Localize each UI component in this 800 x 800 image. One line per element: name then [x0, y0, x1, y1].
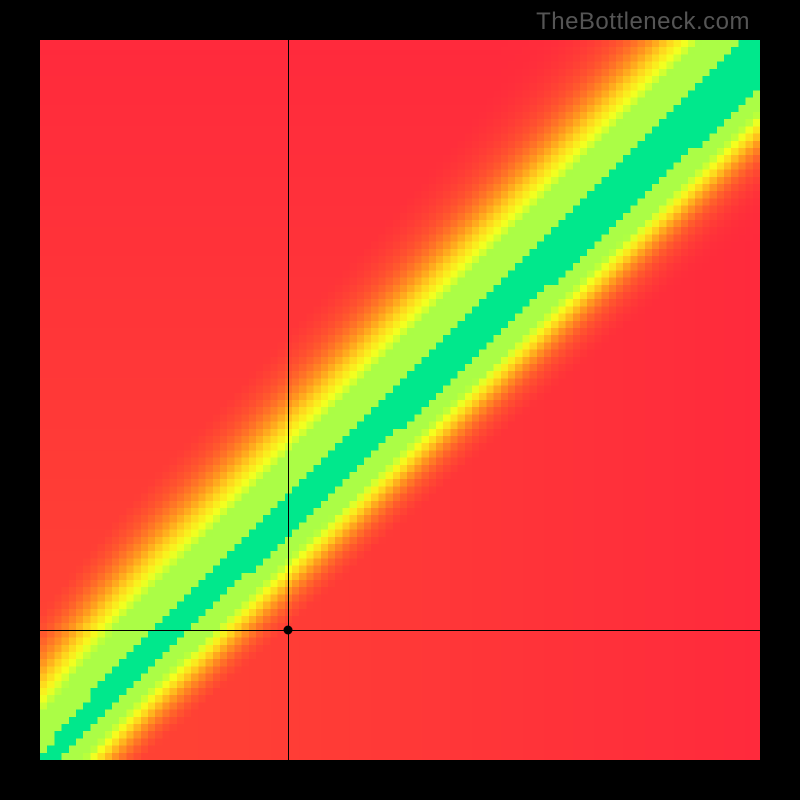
crosshair-vertical [288, 40, 289, 760]
watermark-text: TheBottleneck.com [536, 8, 750, 36]
heatmap-canvas [40, 40, 760, 760]
page-root: TheBottleneck.com [0, 0, 800, 800]
marker-dot [284, 626, 293, 635]
crosshair-horizontal [40, 630, 760, 631]
heatmap-plot [40, 40, 760, 760]
